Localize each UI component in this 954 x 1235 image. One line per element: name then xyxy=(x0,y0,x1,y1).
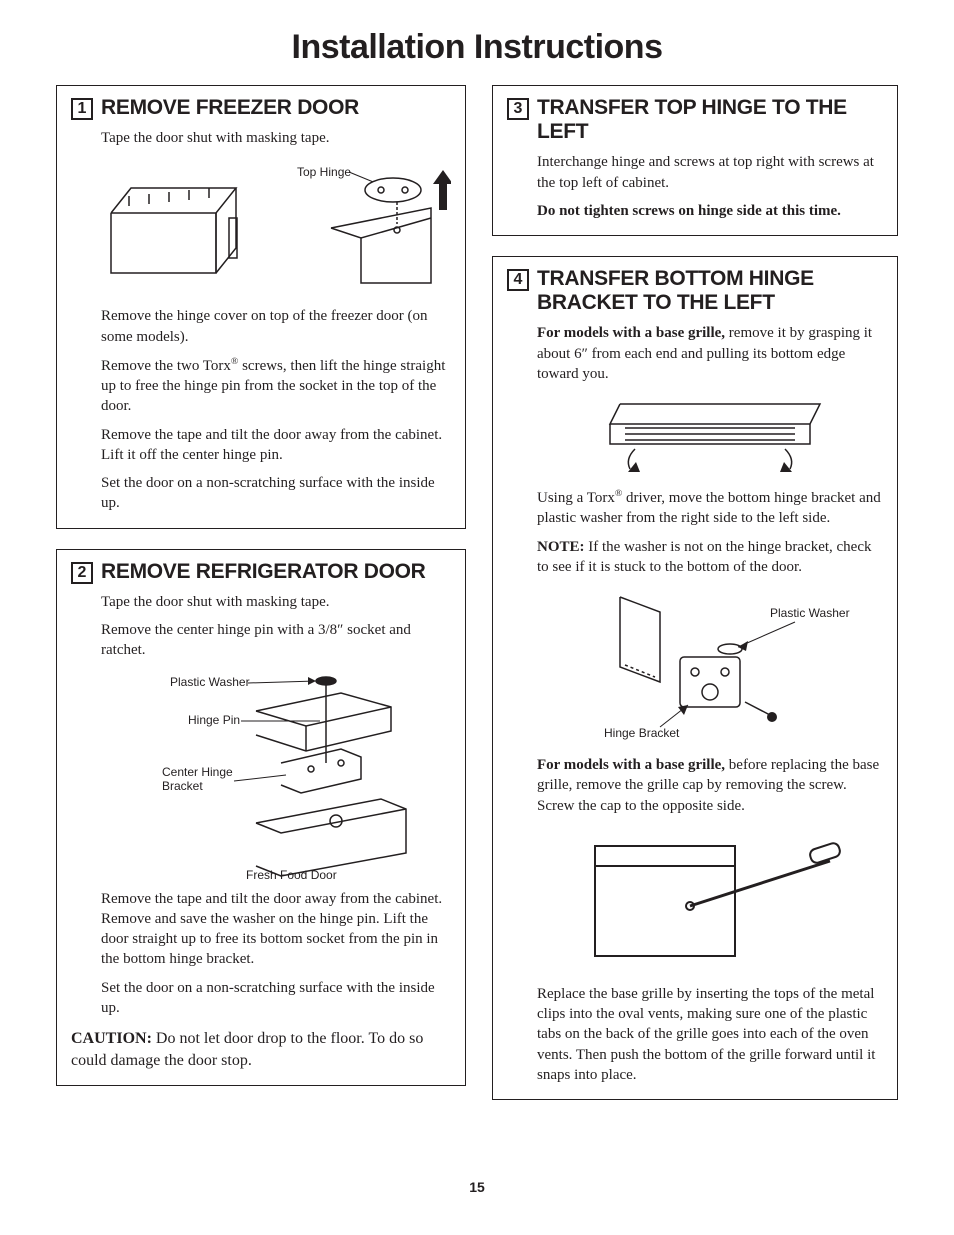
section-transfer-bottom-hinge: 4 TRANSFER BOTTOM HINGE BRACKET TO THE L… xyxy=(492,256,898,1100)
body-text: For models with a base grille, before re… xyxy=(537,755,883,816)
step-number-box: 4 xyxy=(507,269,529,291)
body-text: Tape the door shut with masking tape. xyxy=(101,592,451,612)
step-number-box: 1 xyxy=(71,98,93,120)
step-number-box: 2 xyxy=(71,562,93,584)
figure-base-grille-remove xyxy=(537,394,883,479)
section-title: REMOVE FREEZER DOOR xyxy=(101,96,359,120)
figure-label-top-hinge: Top Hinge xyxy=(297,165,351,179)
section-title: TRANSFER BOTTOM HINGE BRACKET TO THE LEF… xyxy=(537,267,883,315)
body-text: Set the door on a non-scratching surface… xyxy=(101,473,451,514)
body-text: Using a Torx® driver, move the bottom hi… xyxy=(537,487,883,529)
body-text: Interchange hinge and screws at top righ… xyxy=(537,152,883,193)
figure-label: Hinge Pin xyxy=(188,713,240,727)
body-text: For models with a base grille, remove it… xyxy=(537,323,883,384)
section-transfer-top-hinge: 3 TRANSFER TOP HINGE TO THE LEFT Interch… xyxy=(492,85,898,236)
figure-label: Fresh Food Door xyxy=(246,868,337,881)
body-text: NOTE: If the washer is not on the hinge … xyxy=(537,537,883,578)
body-text: Remove the center hinge pin with a 3/8″ … xyxy=(101,620,451,661)
body-text: Remove the tape and tilt the door away f… xyxy=(101,889,451,970)
section-remove-freezer-door: 1 REMOVE FREEZER DOOR Tape the door shut… xyxy=(56,85,466,529)
body-text: Set the door on a non-scratching surface… xyxy=(101,978,451,1019)
left-column: 1 REMOVE FREEZER DOOR Tape the door shut… xyxy=(56,85,466,1120)
page-number: 15 xyxy=(0,1179,954,1195)
figure-label: Plastic Washer xyxy=(770,606,850,620)
figure-top-hinge: Top Hinge xyxy=(101,158,451,298)
figure-grille-cap xyxy=(537,826,883,976)
figure-label: Center Hinge xyxy=(162,765,233,779)
section-title: TRANSFER TOP HINGE TO THE LEFT xyxy=(537,96,883,144)
caution-text: CAUTION: Do not let door drop to the flo… xyxy=(71,1028,451,1071)
figure-label: Plastic Washer xyxy=(170,675,250,689)
figure-center-hinge: Plastic Washer Hinge Pin Center Hinge Br… xyxy=(101,671,451,881)
step-number-box: 3 xyxy=(507,98,529,120)
body-text: Remove the two Torx® screws, then lift t… xyxy=(101,355,451,417)
body-text: Remove the tape and tilt the door away f… xyxy=(101,425,451,466)
section-title: REMOVE REFRIGERATOR DOOR xyxy=(101,560,426,584)
figure-hinge-bracket: Plastic Washer Hinge Bracket xyxy=(537,587,883,747)
content-columns: 1 REMOVE FREEZER DOOR Tape the door shut… xyxy=(0,67,954,1120)
body-text: Replace the base grille by inserting the… xyxy=(537,984,883,1085)
body-text: Remove the hinge cover on top of the fre… xyxy=(101,306,451,347)
body-text: Tape the door shut with masking tape. xyxy=(101,128,451,148)
body-text-bold: Do not tighten screws on hinge side at t… xyxy=(537,201,883,221)
figure-label: Hinge Bracket xyxy=(604,726,680,740)
section-remove-refrigerator-door: 2 REMOVE REFRIGERATOR DOOR Tape the door… xyxy=(56,549,466,1087)
page-title: Installation Instructions xyxy=(0,0,954,67)
right-column: 3 TRANSFER TOP HINGE TO THE LEFT Interch… xyxy=(492,85,898,1120)
figure-label: Bracket xyxy=(162,779,203,793)
